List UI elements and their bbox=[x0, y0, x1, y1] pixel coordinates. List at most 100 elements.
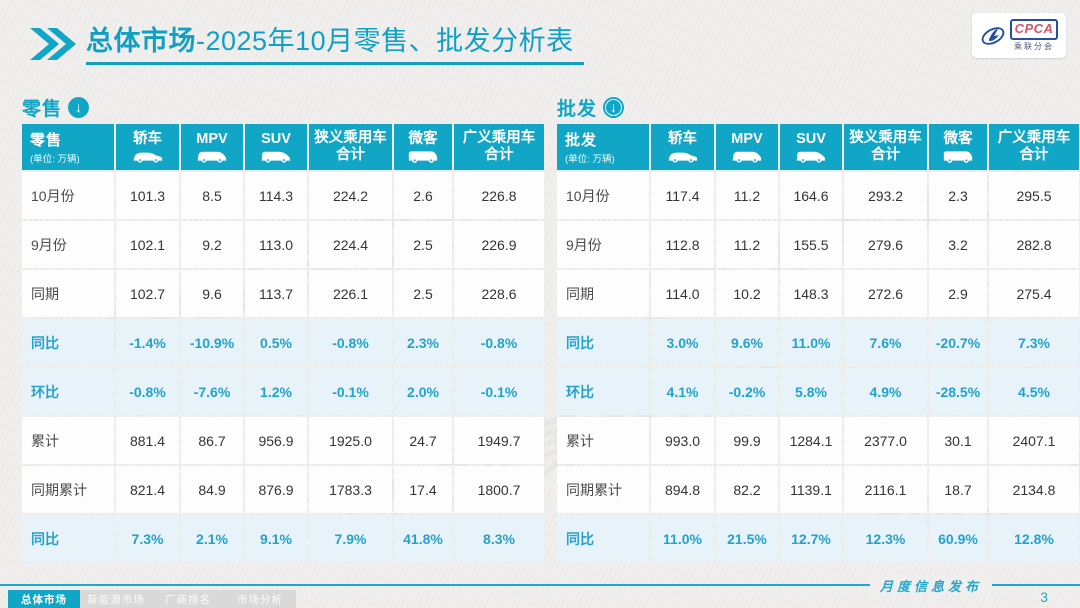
circle-down-arrow-ring-icon: ↓ bbox=[603, 96, 625, 118]
row-label: 累计 bbox=[557, 417, 649, 464]
table-cell: 1800.7 bbox=[454, 466, 544, 513]
row-label: 同比 bbox=[557, 319, 649, 366]
table-cell: 4.5% bbox=[989, 368, 1079, 415]
wholesale-table: 批发 (单位: 万辆) 轿车 MPV SUV 狭义乘用车 合计 微客 广义乘用车 合计 10月份… bbox=[557, 124, 1079, 562]
table-cell: 60.9% bbox=[929, 515, 987, 562]
suv-icon bbox=[794, 148, 828, 163]
mpv-icon bbox=[730, 148, 764, 163]
table-cell: 956.9 bbox=[245, 417, 307, 464]
column-label: 微客 bbox=[943, 130, 973, 147]
table-cell: 12.8% bbox=[989, 515, 1079, 562]
column-label: 广义乘用车 合计 bbox=[997, 130, 1071, 163]
table-cell: -20.7% bbox=[929, 319, 987, 366]
row-label: 同比 bbox=[22, 319, 114, 366]
table-corner-cell: 批发 (单位: 万辆) bbox=[557, 124, 649, 170]
table-cell: 21.5% bbox=[716, 515, 778, 562]
table-cell: 1925.0 bbox=[309, 417, 392, 464]
cpca-logo-text: CPCA 乘联分会 bbox=[1009, 19, 1059, 51]
table-cell: 894.8 bbox=[651, 466, 714, 513]
page-number: 3 bbox=[1040, 589, 1048, 605]
row-label: 环比 bbox=[22, 368, 114, 415]
wholesale-section-title: 批发 bbox=[557, 98, 598, 120]
table-cell: 0.5% bbox=[245, 319, 307, 366]
retail-section-title: 零售 bbox=[22, 98, 63, 120]
table-cell: 3.0% bbox=[651, 319, 714, 366]
cpca-logo: CPCA 乘联分会 bbox=[972, 13, 1066, 58]
car-icon bbox=[666, 148, 700, 163]
car-icon bbox=[131, 148, 165, 163]
table-cell: 11.0% bbox=[780, 319, 842, 366]
table-cell: 9.2 bbox=[181, 221, 243, 268]
table-cell: 1284.1 bbox=[780, 417, 842, 464]
wholesale-section-header: 批发 ↓ bbox=[557, 94, 1079, 120]
footer-divider bbox=[0, 584, 1080, 586]
page-title-rest: -2025年10月零售、批发分析表 bbox=[196, 26, 574, 56]
row-label: 同期 bbox=[22, 270, 114, 317]
table-cell: 279.6 bbox=[844, 221, 927, 268]
table-cell: 82.2 bbox=[716, 466, 778, 513]
row-label: 10月份 bbox=[22, 172, 114, 219]
table-cell: 8.5 bbox=[181, 172, 243, 219]
table-cell: 17.4 bbox=[394, 466, 452, 513]
table-cell: 2.3 bbox=[929, 172, 987, 219]
column-header: 狭义乘用车 合计 bbox=[309, 124, 392, 170]
table-title: 批发 bbox=[565, 132, 598, 149]
table-cell: 224.2 bbox=[309, 172, 392, 219]
table-cell: 3.2 bbox=[929, 221, 987, 268]
column-header: SUV bbox=[780, 124, 842, 170]
footer-tabs: 总体市场 新能源市场 厂商排名 市场分析 bbox=[8, 590, 296, 608]
table-cell: 993.0 bbox=[651, 417, 714, 464]
row-label: 10月份 bbox=[557, 172, 649, 219]
column-header: 狭义乘用车 合计 bbox=[844, 124, 927, 170]
table-cell: 821.4 bbox=[116, 466, 179, 513]
table-cell: 11.2 bbox=[716, 221, 778, 268]
column-label: 轿车 bbox=[133, 130, 162, 147]
row-label: 同期 bbox=[557, 270, 649, 317]
table-cell: 9.6 bbox=[181, 270, 243, 317]
table-cell: 11.0% bbox=[651, 515, 714, 562]
table-cell: 8.3% bbox=[454, 515, 544, 562]
footer-tab[interactable]: 新能源市场 bbox=[80, 590, 152, 608]
footer-tab[interactable]: 厂商排名 bbox=[152, 590, 224, 608]
table-cell: 2.5 bbox=[394, 270, 452, 317]
table-cell: 272.6 bbox=[844, 270, 927, 317]
row-label: 累计 bbox=[22, 417, 114, 464]
row-label: 环比 bbox=[557, 368, 649, 415]
footer-tab[interactable]: 总体市场 bbox=[8, 590, 80, 608]
retail-table: 零售 (单位: 万辆) 轿车 MPV SUV 狭义乘用车 合计 微客 广义乘用车 合计 10月份… bbox=[22, 124, 544, 562]
table-cell: 2.0% bbox=[394, 368, 452, 415]
table-cell: 2.1% bbox=[181, 515, 243, 562]
column-label: 狭义乘用车 合计 bbox=[849, 130, 922, 163]
table-cell: 226.1 bbox=[309, 270, 392, 317]
row-label: 9月份 bbox=[22, 221, 114, 268]
table-cell: 112.8 bbox=[651, 221, 714, 268]
column-header: MPV bbox=[716, 124, 778, 170]
column-header: 微客 bbox=[929, 124, 987, 170]
table-cell: 2116.1 bbox=[844, 466, 927, 513]
table-cell: 4.1% bbox=[651, 368, 714, 415]
double-chevron-icon bbox=[30, 28, 76, 60]
table-cell: -28.5% bbox=[929, 368, 987, 415]
release-label: 月度信息发布 bbox=[869, 576, 992, 595]
circle-down-arrow-icon: ↓ bbox=[68, 96, 90, 118]
mpv-icon bbox=[195, 148, 229, 163]
header: 总体市场-2025年10月零售、批发分析表 bbox=[28, 24, 584, 66]
table-cell: 5.8% bbox=[780, 368, 842, 415]
column-header: 微客 bbox=[394, 124, 452, 170]
cpca-swoosh-icon bbox=[981, 26, 1004, 45]
column-label: SUV bbox=[261, 130, 291, 147]
table-cell: 2134.8 bbox=[989, 466, 1079, 513]
table-cell: 102.7 bbox=[116, 270, 179, 317]
table-cell: 7.6% bbox=[844, 319, 927, 366]
table-cell: 10.2 bbox=[716, 270, 778, 317]
table-cell: 2.6 bbox=[394, 172, 452, 219]
table-cell: 2407.1 bbox=[989, 417, 1079, 464]
table-cell: 12.7% bbox=[780, 515, 842, 562]
page-title-bold: 总体市场 bbox=[86, 26, 196, 56]
table-cell: 2.5 bbox=[394, 221, 452, 268]
retail-section: 零售 ↓ 零售 (单位: 万辆) 轿车 MPV SUV 狭义乘用车 合计 微客 广义乘用车 合… bbox=[22, 94, 544, 562]
table-cell: 113.7 bbox=[245, 270, 307, 317]
footer-tab[interactable]: 市场分析 bbox=[224, 590, 296, 608]
column-header: 轿车 bbox=[651, 124, 714, 170]
row-label: 同比 bbox=[557, 515, 649, 562]
